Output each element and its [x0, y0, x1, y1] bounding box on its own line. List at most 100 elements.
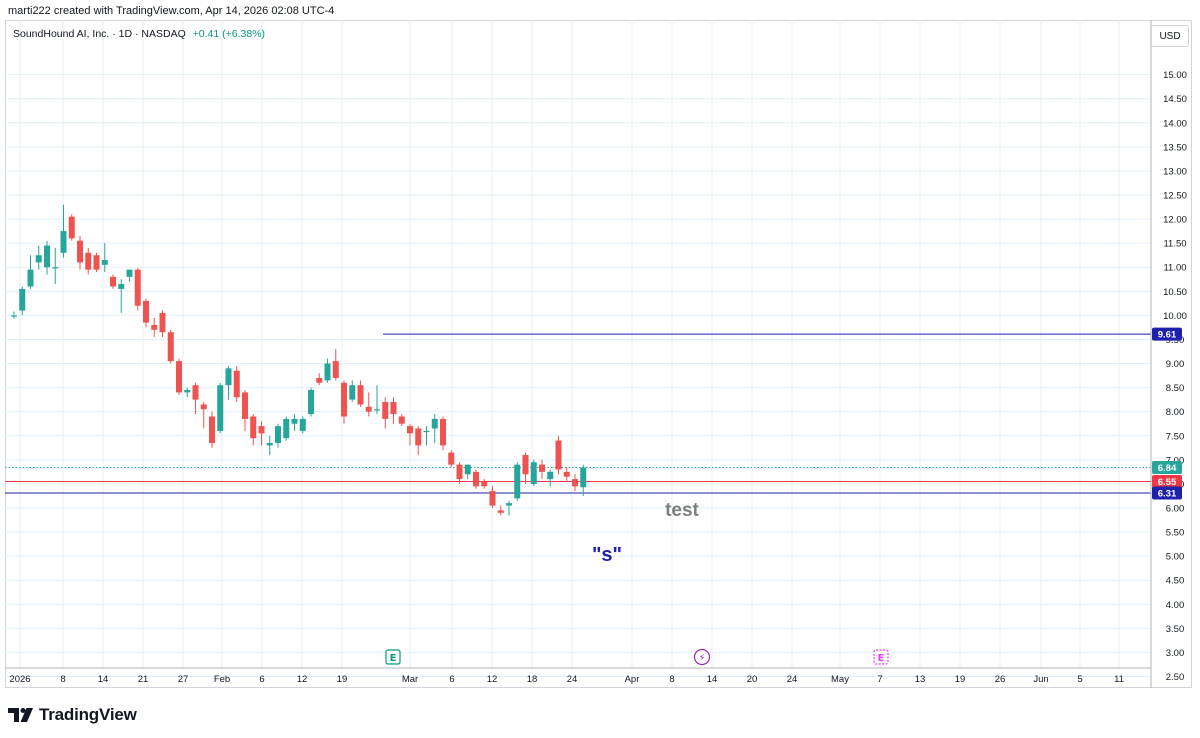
- candle: [563, 467, 570, 482]
- time-axis: 2026 8 14 21 27 Feb 6 12 19 Mar 6 12 18 24 Apr 8 14 20 24 M…: [5, 667, 1151, 685]
- candle-body: [357, 385, 364, 405]
- symbol-legend[interactable]: SoundHound AI, Inc. · 1D · NASDAQ +0.41 …: [13, 28, 265, 40]
- y-tick-label: 9.00: [1166, 359, 1185, 370]
- candle: [151, 317, 158, 338]
- candle-body: [52, 267, 59, 269]
- candle-body: [159, 312, 166, 333]
- chart-annotations: test "s": [592, 500, 700, 566]
- lightning-event-icon: ⚡: [693, 648, 711, 666]
- earnings-event-icon: E: [385, 649, 401, 665]
- candle-body: [481, 481, 488, 487]
- marker-label: E: [878, 653, 885, 664]
- candle: [27, 255, 34, 289]
- candle-body: [530, 462, 537, 484]
- x-tick-label: 7: [877, 674, 882, 685]
- price-label-text: 9.61: [1158, 330, 1177, 341]
- candle-body: [572, 479, 578, 487]
- price-label-bg: [1152, 474, 1182, 488]
- candle-body: [44, 245, 50, 268]
- candle: [291, 414, 298, 431]
- candle: [464, 464, 471, 480]
- candle: [93, 252, 100, 273]
- candle: [506, 500, 512, 516]
- price-label: 9.61: [1152, 327, 1182, 341]
- candle-body: [101, 260, 108, 265]
- currency-button[interactable]: USD: [1151, 25, 1189, 47]
- candle-body: [473, 471, 479, 487]
- candle: [530, 459, 537, 487]
- x-tick-label: 18: [527, 674, 538, 685]
- y-tick-label: 3.00: [1166, 648, 1185, 659]
- y-tick-label: 12.00: [1163, 215, 1187, 226]
- candle-body: [283, 418, 290, 439]
- x-tick-label: 6: [259, 674, 264, 685]
- candle-body: [143, 300, 149, 323]
- y-tick-label: 4.50: [1166, 576, 1185, 587]
- y-tick-label: 14.00: [1163, 118, 1187, 129]
- y-tick-label: 7.00: [1166, 455, 1185, 466]
- grid-lines: [5, 20, 1151, 677]
- candle-body: [390, 402, 397, 415]
- tradingview-footer[interactable]: TradingView: [8, 704, 137, 726]
- candle: [159, 310, 166, 338]
- candle: [126, 269, 133, 282]
- price-chart[interactable]: E ⚡ E test "s" 2.50 3.00 3.50 4.00 4.50 5.00 5.50…: [5, 20, 1192, 688]
- candle-body: [242, 392, 248, 419]
- candle-body: [275, 426, 281, 443]
- candle-body: [407, 426, 413, 434]
- candle-body: [134, 269, 141, 306]
- candle-body: [217, 385, 224, 431]
- candle: [209, 411, 215, 448]
- candle-body: [539, 464, 545, 472]
- candle-body: [374, 409, 380, 411]
- candle-body: [489, 491, 496, 506]
- candle: [184, 387, 191, 398]
- candle: [110, 274, 116, 289]
- candle-body: [506, 503, 512, 506]
- price-label: 6.31: [1152, 486, 1182, 500]
- candle-body: [11, 315, 17, 317]
- x-tick-label: 21: [138, 674, 149, 685]
- y-tick-label: 3.50: [1166, 624, 1185, 635]
- candle-body: [497, 510, 504, 513]
- candle: [357, 380, 364, 407]
- price-axis: 2.503.003.504.004.505.005.506.006.507.00…: [1150, 20, 1187, 688]
- price-label: 6.84: [1152, 461, 1182, 475]
- candle: [473, 469, 479, 489]
- candle: [349, 380, 356, 403]
- candle: [167, 329, 174, 364]
- y-tick-label: 13.50: [1163, 142, 1187, 153]
- candle-body: [308, 390, 314, 415]
- candle-body: [382, 402, 389, 419]
- candle-body: [332, 361, 339, 378]
- candle: [192, 382, 199, 415]
- marker-label: ⚡: [698, 653, 705, 664]
- candle: [522, 452, 529, 484]
- x-tick-label: 2026: [9, 674, 30, 685]
- candle-body: [110, 276, 116, 287]
- marker-frame: [873, 649, 889, 665]
- marker-frame: [693, 648, 711, 666]
- candle: [118, 279, 125, 313]
- candle: [266, 435, 273, 456]
- x-tick-label: Feb: [214, 674, 230, 685]
- x-tick-label: 6: [449, 674, 454, 685]
- candle-body: [423, 430, 430, 433]
- candle: [11, 311, 17, 319]
- candle: [489, 486, 496, 508]
- candle-body: [209, 416, 215, 443]
- price-label-bg: [1152, 327, 1182, 341]
- y-tick-label: 8.00: [1166, 407, 1185, 418]
- x-tick-label: 26: [995, 674, 1006, 685]
- y-tick-label: 14.50: [1163, 94, 1187, 105]
- candle: [431, 414, 438, 443]
- candle: [398, 414, 405, 427]
- candle-body: [93, 255, 100, 270]
- price-label-text: 6.84: [1158, 463, 1177, 474]
- y-tick-label: 7.50: [1166, 431, 1185, 442]
- earnings-event-icon: E: [873, 649, 889, 665]
- candle: [374, 385, 380, 415]
- candle: [233, 365, 240, 403]
- candle-body: [266, 442, 273, 446]
- symbol-title: SoundHound AI, Inc. · 1D · NASDAQ: [13, 28, 186, 40]
